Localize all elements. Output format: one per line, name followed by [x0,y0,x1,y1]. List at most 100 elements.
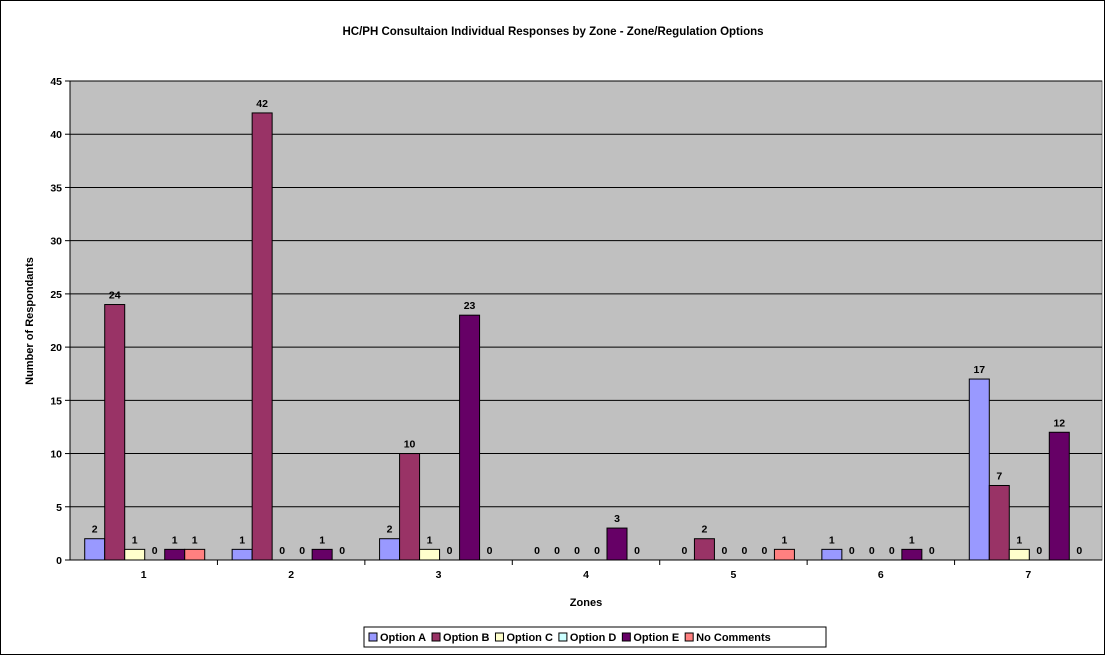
bar [419,548,441,561]
data-label: 0 [1036,545,1042,557]
y-tick-label: 30 [50,236,62,248]
bar [459,314,481,561]
data-label: 1 [239,534,245,546]
bar [821,548,843,561]
y-tick-label: 0 [56,555,62,567]
data-label: 2 [702,524,708,536]
data-label: 12 [1053,417,1065,429]
bar [988,484,1010,561]
data-label: 0 [889,545,895,557]
legend-label: Option E [633,632,679,644]
bar [968,378,990,561]
data-label: 1 [132,534,138,546]
data-label: 1 [829,534,835,546]
legend-swatch [494,632,504,642]
y-tick-label: 45 [50,76,62,88]
legend-label: Option D [570,632,616,644]
data-label: 0 [929,545,935,557]
legend-label: No Comments [696,632,771,644]
y-tick-label: 15 [50,395,62,407]
data-label: 42 [256,98,268,110]
x-tick-label: 5 [731,569,737,581]
data-label: 0 [279,545,285,557]
data-label: 0 [299,545,305,557]
legend-label: Option B [443,632,489,644]
data-label: 1 [909,534,915,546]
legend-swatch [431,632,441,642]
data-label: 0 [742,545,748,557]
bars [84,112,1070,561]
data-label: 0 [447,545,453,557]
data-label: 0 [849,545,855,557]
data-label: 3 [614,513,620,525]
x-tick-label: 2 [288,569,294,581]
data-label: 0 [869,545,875,557]
data-label: 10 [404,439,416,451]
y-tick-label: 10 [50,449,62,461]
x-tick-label: 7 [1025,569,1031,581]
data-label: 2 [387,524,393,536]
legend-label: Option A [380,632,426,644]
data-label: 2 [92,524,98,536]
bar [184,548,206,561]
data-label: 0 [339,545,345,557]
x-tick-label: 4 [583,569,589,581]
bar [1048,431,1070,561]
bar [251,112,273,561]
data-label: 0 [722,545,728,557]
bar [84,538,106,561]
data-label: 0 [762,545,768,557]
y-axis-title: Number of Respondants [24,257,36,385]
legend-swatch [621,632,631,642]
legend-swatch [558,632,568,642]
y-tick-label: 20 [50,342,62,354]
data-label: 24 [109,290,121,302]
data-label: 0 [682,545,688,557]
bar [901,548,923,561]
bar [164,548,186,561]
bar [124,548,146,561]
data-label: 1 [192,534,198,546]
legend: Option A Option B Option C Option D Option E… [363,626,827,648]
plot-area [69,80,1103,561]
bar [231,548,253,561]
data-label: 1 [1016,534,1022,546]
bar [1008,548,1030,561]
y-tick-label: 25 [50,289,62,301]
data-label: 0 [574,545,580,557]
data-label: 0 [1076,545,1082,557]
legend-swatch [368,632,378,642]
y-tick-label: 35 [50,182,62,194]
data-label: 23 [464,300,476,312]
bar [399,453,421,561]
axes [65,80,1102,565]
y-tick-label: 5 [56,502,62,514]
legend-box [363,626,827,648]
x-axis-title: Zones [570,597,602,609]
bar [606,527,628,561]
bar [379,538,401,561]
data-label: 17 [973,364,985,376]
data-label: 0 [487,545,493,557]
bar [773,548,795,561]
x-tick-label: 6 [878,569,884,581]
x-tick-label: 1 [141,569,147,581]
data-label: 1 [427,534,433,546]
data-label: 7 [996,470,1002,482]
y-tick-label: 40 [50,129,62,141]
bar [693,538,715,561]
bar [311,548,333,561]
data-label: 0 [534,545,540,557]
data-label: 1 [782,534,788,546]
legend-label: Option C [506,632,552,644]
y-tick-labels: 0 5 10 15 20 25 30 35 40 45 [50,76,62,567]
data-label: 1 [172,534,178,546]
data-label: 0 [554,545,560,557]
data-label: 0 [152,545,158,557]
bar [104,304,126,561]
data-label: 0 [634,545,640,557]
x-tick-labels: 1 2 3 4 5 6 7 [141,569,1032,581]
chart-title: HC/PH Consultaion Individual Responses b… [342,26,763,38]
